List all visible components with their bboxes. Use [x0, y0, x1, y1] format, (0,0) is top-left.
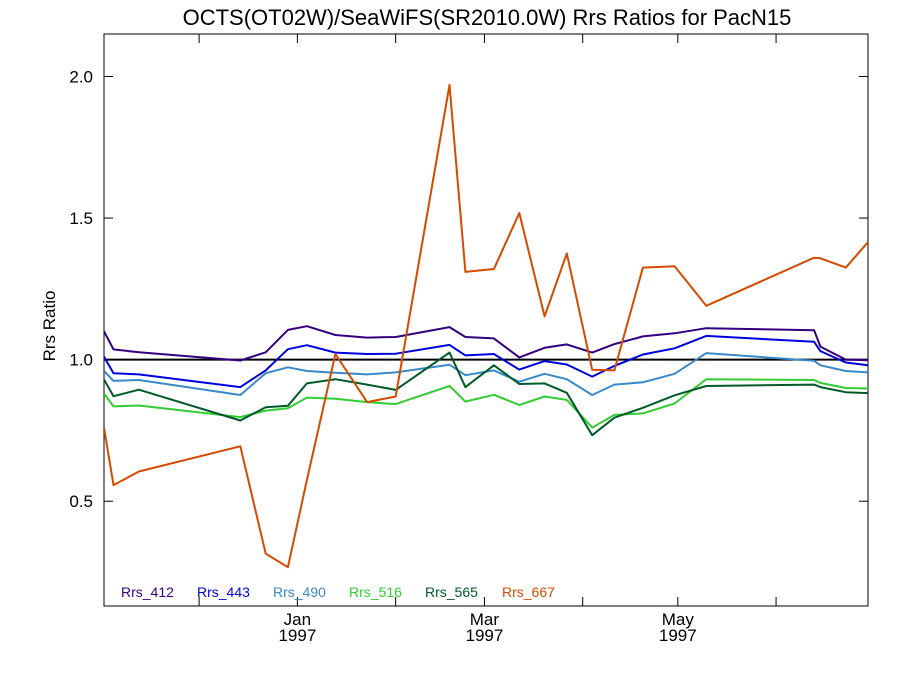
series-line-rrs-667 — [104, 84, 868, 569]
x-tick-year-label: 1997 — [659, 626, 697, 645]
chart-title: OCTS(OT02W)/SeaWiFS(SR2010.0W) Rrs Ratio… — [183, 5, 792, 30]
y-axis-label: Rrs Ratio — [40, 291, 59, 362]
y-tick-label: 1.5 — [69, 209, 93, 228]
legend-item-rrs-565: Rrs_565 — [425, 584, 478, 600]
legend-item-rrs-443: Rrs_443 — [197, 584, 250, 600]
x-tick-year-label: 1997 — [278, 626, 316, 645]
legend-item-rrs-667: Rrs_667 — [502, 584, 555, 600]
legend-item-rrs-516: Rrs_516 — [349, 584, 402, 600]
x-tick-label: Jan — [284, 610, 311, 629]
series-line-rrs-490 — [104, 352, 868, 396]
x-tick-label: Mar — [470, 610, 500, 629]
series-line-rrs-565 — [104, 351, 868, 437]
y-tick-label: 2.0 — [69, 67, 93, 86]
y-tick-label: 0.5 — [69, 492, 93, 511]
x-tick-year-label: 1997 — [466, 626, 504, 645]
series-line-rrs-443 — [104, 334, 868, 389]
series-lines — [104, 84, 868, 569]
legend-item-rrs-412: Rrs_412 — [121, 584, 174, 600]
series-line-rrs-412 — [104, 325, 868, 362]
y-tick-label: 1.0 — [69, 351, 93, 370]
x-tick-label: May — [662, 610, 695, 629]
legend-item-rrs-490: Rrs_490 — [273, 584, 326, 600]
plot-frame — [103, 33, 869, 607]
legend: Rrs_412 Rrs_443 Rrs_490 Rrs_516 Rrs_565 Rrs_6… — [121, 584, 555, 600]
series-line-rrs-516 — [104, 378, 868, 429]
